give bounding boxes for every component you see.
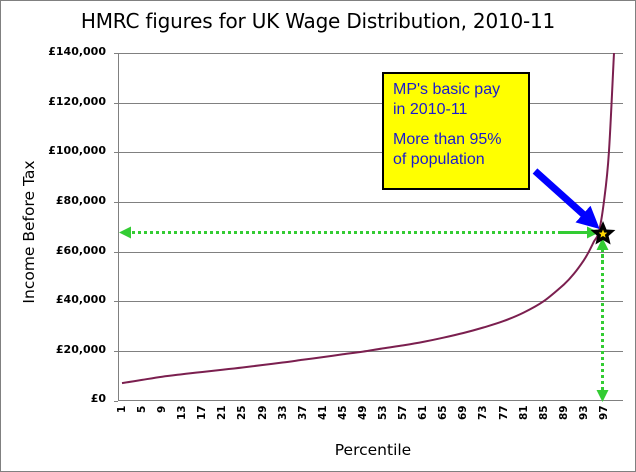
y-tick-label: £120,000 [48,95,106,108]
callout-line: in 2010-11 [393,101,468,118]
x-axis-label: Percentile [334,441,412,459]
wage-distribution-line [121,52,615,385]
callout-line: MP's basic pay [393,81,501,98]
y-tick-label: £20,000 [55,343,106,356]
y-tick-label: £100,000 [48,144,106,157]
chart-title: HMRC figures for UK Wage Distribution, 2… [80,9,556,33]
y-tick-label: £40,000 [55,293,106,306]
y-tick-label: £60,000 [55,244,106,257]
mp-pay-callout: MP's basic pay in 2010-11 More than 95% … [382,72,530,190]
gridlines [118,53,623,352]
y-tick-label: £80,000 [55,194,106,207]
star-icon [590,221,616,245]
callout-line: More than 95% [393,131,502,148]
y-tick-label: £0 [90,392,106,405]
callout-line: of population [393,151,485,168]
y-tick-label: £140,000 [48,45,106,58]
callout-arrow [532,168,600,229]
